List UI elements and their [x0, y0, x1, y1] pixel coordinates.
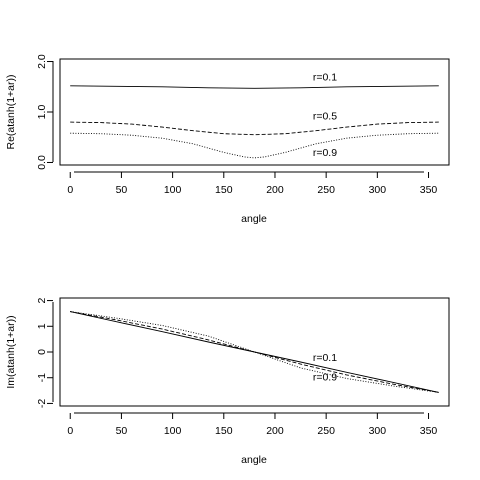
series-line-r-0-9 — [70, 132, 439, 159]
y-tick-label: -2 — [36, 399, 48, 408]
x-axis-label: angle — [241, 213, 267, 225]
x-axis: 0 50 100 150 200 250 300 350 — [67, 412, 437, 437]
x-tick-label: 200 — [266, 184, 284, 196]
x-tick-label: 200 — [266, 425, 284, 437]
plot-frame — [59, 58, 450, 166]
y-tick-label: 2 — [36, 297, 48, 303]
series-layer — [70, 85, 439, 159]
plot-panel-re: 0 50 100 150 200 250 300 350 0.01.02.0 r=0.1r=0… — [5, 54, 450, 225]
x-axis-label: angle — [241, 454, 267, 466]
series-annotation: r=0.5 — [313, 111, 337, 123]
y-ticks: 0.0 1.0 2.0 — [36, 54, 53, 170]
x-tick-label: 150 — [215, 184, 233, 196]
x-tick-label: 50 — [116, 184, 128, 196]
x-tick-label: 250 — [317, 184, 335, 196]
x-tick-label: 300 — [369, 184, 387, 196]
y-tick-label: -1 — [36, 373, 48, 382]
y-tick-label: 0 — [36, 349, 48, 355]
x-tick-label: 300 — [369, 425, 387, 437]
x-tick-label: 100 — [164, 184, 182, 196]
series-line-r-0-5 — [70, 121, 439, 136]
y-ticks: -2 -1 0 1 2 — [36, 297, 53, 408]
series-annotation: r=0.1 — [313, 352, 337, 364]
y-axis-label: Im(atanh(1+ar)) — [5, 315, 17, 388]
x-axis: 0 50 100 150 200 250 300 350 — [67, 171, 437, 196]
series-annotation: r=0.9 — [313, 147, 337, 159]
x-tick-label: 350 — [420, 425, 438, 437]
y-tick-label: 0.0 — [36, 155, 48, 170]
x-ticks: 0 50 100 150 200 250 300 350 — [67, 172, 437, 196]
x-ticks: 0 50 100 150 200 250 300 350 — [67, 413, 437, 437]
series-annotation: r=0.1 — [313, 72, 337, 84]
x-tick-label: 100 — [164, 425, 182, 437]
plot-frame — [59, 297, 450, 407]
x-tick-label: 150 — [215, 425, 233, 437]
y-axis: -2 -1 0 1 2 — [36, 297, 54, 408]
y-tick-label: 2.0 — [36, 54, 48, 69]
annotation-layer: r=0.1 r=0.9 — [313, 352, 337, 383]
x-tick-label: 250 — [317, 425, 335, 437]
x-tick-label: 0 — [67, 425, 73, 437]
plot-panel-im: 0 50 100 150 200 250 300 350 -2 -1 0 1 2 r=0.1 r=0.9… — [5, 297, 450, 466]
y-tick-label: 1.0 — [36, 105, 48, 120]
x-tick-label: 0 — [67, 184, 73, 196]
series-layer — [70, 311, 439, 393]
series-line-r-0-5 — [70, 311, 439, 393]
series-annotation: r=0.9 — [313, 371, 337, 383]
annotation-layer: r=0.1 r=0.5 r=0.9 — [313, 72, 337, 159]
y-axis-label: Re(atanh(1+ar)) — [5, 75, 17, 150]
x-tick-label: 350 — [420, 184, 438, 196]
y-axis: 0.0 1.0 2.0 — [36, 54, 54, 170]
x-tick-label: 50 — [116, 425, 128, 437]
y-tick-label: 1 — [36, 323, 48, 329]
series-line-r-0-1 — [70, 85, 439, 89]
